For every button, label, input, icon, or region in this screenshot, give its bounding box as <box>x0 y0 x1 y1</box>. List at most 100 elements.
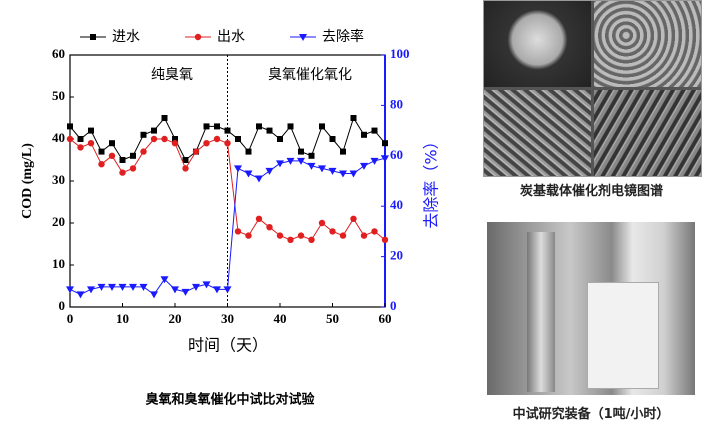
marker <box>299 34 307 41</box>
series-line <box>69 157 386 296</box>
marker <box>381 236 389 243</box>
marker <box>150 291 158 299</box>
marker <box>277 136 283 142</box>
marker <box>329 136 336 142</box>
marker <box>287 236 294 243</box>
annotation: 纯臭氧 <box>151 67 193 83</box>
marker <box>234 228 242 235</box>
marker <box>203 140 210 147</box>
marker <box>119 169 126 176</box>
marker <box>308 152 315 159</box>
marker <box>276 232 284 239</box>
x-tick-label: 40 <box>274 311 287 326</box>
figure-caption: 臭氧和臭氧催化中试比对试验 <box>145 392 315 408</box>
marker <box>150 135 158 143</box>
marker <box>108 283 116 291</box>
x-tick-label: 60 <box>379 311 392 326</box>
y-tick-label: 50 <box>52 88 65 103</box>
image-caption: 炭基载体催化剂电镜图谱 <box>519 184 663 199</box>
marker <box>66 286 74 294</box>
marker <box>181 288 190 296</box>
marker <box>371 228 378 235</box>
marker <box>361 131 367 138</box>
marker <box>224 127 231 134</box>
equipment-column <box>527 232 555 392</box>
equipment-photo <box>487 222 695 395</box>
y2-tick-label: 20 <box>390 248 403 263</box>
marker <box>202 281 211 289</box>
marker <box>76 291 85 299</box>
marker <box>161 115 168 121</box>
y-tick-label: 0 <box>59 298 66 313</box>
marker <box>77 136 84 142</box>
marker <box>339 170 347 178</box>
x-tick-label: 20 <box>169 311 182 326</box>
sem-images <box>483 0 702 177</box>
marker <box>339 232 347 239</box>
marker <box>286 157 295 165</box>
marker <box>88 127 94 134</box>
marker <box>235 136 241 142</box>
y-tick-label: 60 <box>52 46 65 61</box>
x-tick-label: 50 <box>326 311 339 326</box>
y-tick-label: 40 <box>52 130 65 145</box>
marker <box>98 161 105 168</box>
marker <box>203 123 210 130</box>
marker <box>276 160 284 168</box>
marker <box>381 155 389 163</box>
x-axis-label: 时间（天） <box>188 336 268 355</box>
marker <box>192 283 200 291</box>
marker <box>109 140 115 147</box>
marker <box>224 140 231 147</box>
y2-tick-label: 40 <box>390 197 403 212</box>
sem-image <box>484 90 591 176</box>
marker <box>360 162 368 170</box>
marker <box>255 215 263 222</box>
marker <box>160 276 169 284</box>
marker <box>108 152 116 159</box>
marker <box>370 157 379 165</box>
marker <box>87 140 95 147</box>
marker <box>350 115 357 121</box>
y-tick-label: 30 <box>52 172 65 187</box>
marker <box>172 136 178 142</box>
marker <box>266 224 273 231</box>
marker <box>350 215 357 222</box>
marker <box>340 148 346 155</box>
marker <box>213 135 221 143</box>
marker <box>67 123 73 130</box>
marker <box>245 148 252 155</box>
marker <box>255 175 263 183</box>
sem-image <box>594 1 701 87</box>
marker <box>256 123 262 130</box>
marker <box>223 286 232 294</box>
marker <box>360 232 368 239</box>
marker <box>97 283 106 291</box>
marker <box>329 228 336 235</box>
marker <box>382 140 388 147</box>
marker <box>266 127 273 134</box>
marker <box>371 127 378 134</box>
marker <box>213 286 221 294</box>
marker <box>297 157 305 165</box>
marker <box>265 167 274 175</box>
marker <box>171 140 179 147</box>
marker <box>308 236 315 243</box>
marker <box>234 165 242 173</box>
marker <box>77 144 84 151</box>
marker <box>119 157 126 163</box>
legend-label: 出水 <box>217 29 245 45</box>
marker <box>298 148 304 155</box>
marker <box>87 286 95 294</box>
marker <box>194 33 202 41</box>
legend-label: 进水 <box>112 29 140 45</box>
y2-tick-label: 100 <box>390 46 410 61</box>
x-tick-label: 0 <box>67 311 74 326</box>
equipment-cabinet <box>587 282 659 389</box>
marker <box>129 283 137 291</box>
marker <box>171 286 179 294</box>
marker <box>90 34 96 40</box>
marker <box>307 162 316 170</box>
